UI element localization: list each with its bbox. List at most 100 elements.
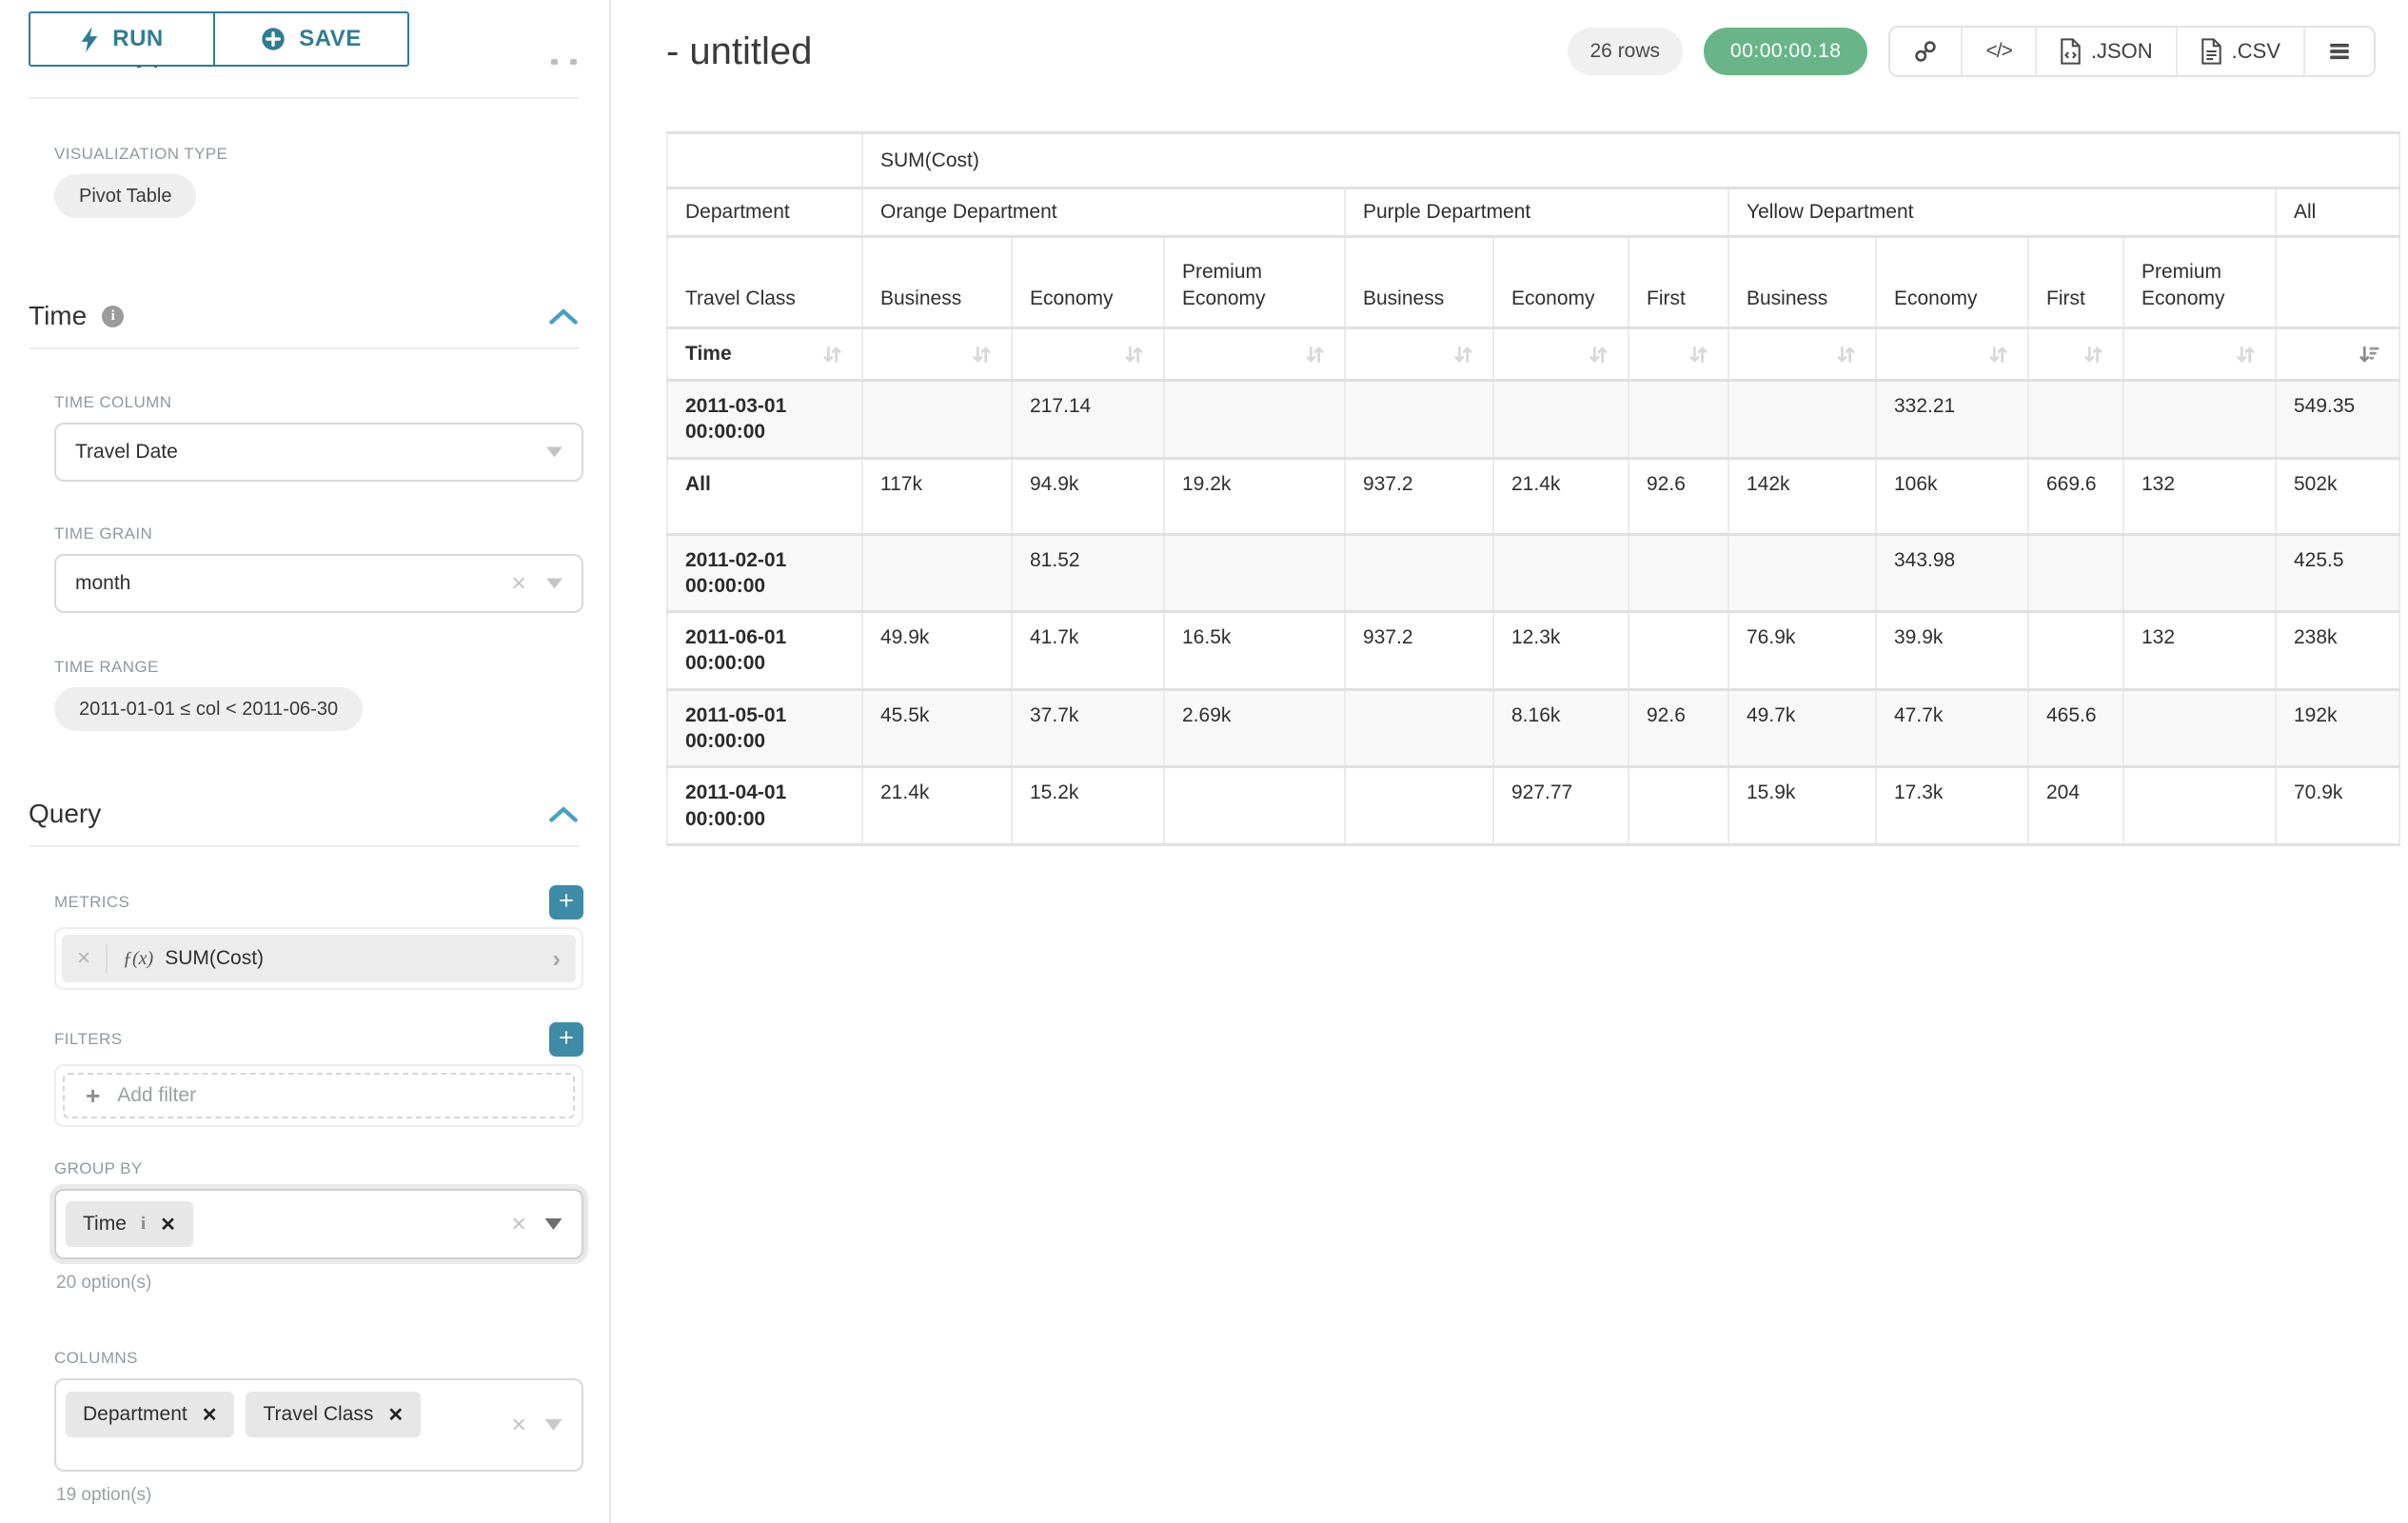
columns-chip-travel-class[interactable]: Travel Class ✕ xyxy=(246,1392,421,1437)
column-sort-cell[interactable] xyxy=(2276,328,2399,381)
info-icon[interactable]: i xyxy=(141,1214,146,1235)
time-grain-label: TIME GRAIN xyxy=(54,524,583,544)
filters-field: FILTERS + + Add filter xyxy=(54,1022,583,1127)
column-sort-cell[interactable] xyxy=(1345,328,1493,381)
chart-type-collapse-icon[interactable] xyxy=(551,59,577,65)
section-divider xyxy=(29,845,579,847)
pivot-value-cell xyxy=(862,534,1012,612)
column-sort-cell[interactable] xyxy=(1728,328,1876,381)
code-icon: </> xyxy=(1985,40,2011,63)
clear-icon[interactable]: × xyxy=(511,1212,526,1237)
pivot-value-cell: 21.4k xyxy=(862,767,1012,845)
group-by-chip-time[interactable]: Time i ✕ xyxy=(66,1201,193,1247)
pivot-group-header: All xyxy=(2276,188,2399,237)
group-by-helper: 20 option(s) xyxy=(56,1273,583,1294)
column-sort-cell[interactable] xyxy=(2028,328,2123,381)
more-options-button[interactable] xyxy=(2303,28,2374,75)
pivot-row-label: 2011-03-01 00:00:00 xyxy=(667,381,862,459)
visualization-type-field: VISUALIZATION TYPE Pivot Table xyxy=(54,145,583,218)
column-sort-cell[interactable] xyxy=(2123,328,2276,381)
column-sort-cell[interactable] xyxy=(1628,328,1728,381)
superset-explore-view: Chart Type RUN SAVE VISUALIZATION TY xyxy=(0,0,2408,1523)
hamburger-menu-icon xyxy=(2328,42,2351,61)
pivot-value-cell xyxy=(2028,612,2123,690)
export-csv-button[interactable]: .CSV xyxy=(2176,28,2303,75)
plus-icon: + xyxy=(86,1083,100,1108)
sort-icon xyxy=(1122,343,1146,365)
sort-icon xyxy=(1986,343,2010,365)
chart-title[interactable]: - untitled xyxy=(666,30,812,73)
pivot-value-cell: 549.35 xyxy=(2276,381,2399,459)
column-sort-cell[interactable] xyxy=(1876,328,2028,381)
pivot-value-cell: 132 xyxy=(2123,612,2276,690)
embed-code-button[interactable]: </> xyxy=(1961,28,2034,75)
remove-chip-icon[interactable]: ✕ xyxy=(387,1403,404,1427)
columns-select[interactable]: Department ✕ Travel Class ✕ × xyxy=(54,1378,583,1472)
pivot-group-header: Orange Department xyxy=(862,188,1345,237)
remove-chip-icon[interactable]: ✕ xyxy=(160,1213,176,1236)
remove-chip-icon[interactable]: ✕ xyxy=(202,1403,218,1427)
export-button-group: </> .JSON xyxy=(1888,26,2376,77)
pivot-group-header: Yellow Department xyxy=(1728,188,2276,237)
column-sort-cell[interactable] xyxy=(1493,328,1628,381)
metric-chip[interactable]: × ƒ(x) SUM(Cost) › xyxy=(62,935,576,982)
columns-chip-department[interactable]: Department ✕ xyxy=(66,1392,234,1437)
columns-field: COLUMNS Department ✕ Travel Class ✕ × 19… xyxy=(54,1349,583,1506)
column-sort-cell[interactable] xyxy=(1012,328,1164,381)
pivot-value-cell: 92.6 xyxy=(1628,458,1728,534)
sort-icon xyxy=(820,343,844,366)
pivot-value-cell xyxy=(1628,534,1728,612)
query-timer-badge: 00:00:00.18 xyxy=(1704,28,1867,75)
clear-icon[interactable]: × xyxy=(511,571,526,597)
chevron-down-icon xyxy=(546,447,563,458)
column-sort-cell[interactable] xyxy=(862,328,1012,381)
pivot-value-cell xyxy=(1628,612,1728,690)
group-by-chip-label: Time xyxy=(83,1213,127,1236)
chevron-up-icon[interactable] xyxy=(548,307,579,326)
group-by-select[interactable]: Time i ✕ × xyxy=(54,1189,583,1259)
sort-icon xyxy=(1834,343,1858,365)
pivot-subcolumn-header: Business xyxy=(862,237,1012,328)
add-metric-button[interactable]: + xyxy=(549,885,583,920)
add-filter-dropzone[interactable]: + Add filter xyxy=(63,1073,575,1118)
pivot-value-cell xyxy=(1728,381,1876,459)
pivot-subcolumn-header: Premium Economy xyxy=(1164,237,1345,328)
pivot-value-cell xyxy=(1345,534,1493,612)
chevron-up-icon[interactable] xyxy=(548,805,579,823)
control-panel: Chart Type RUN SAVE VISUALIZATION TY xyxy=(0,0,611,1523)
time-grain-value: month xyxy=(75,572,130,595)
pivot-data-row: 2011-02-01 00:00:0081.52343.98425.5 xyxy=(667,534,2399,612)
pivot-subcolumn-header: First xyxy=(1628,237,1728,328)
remove-metric-icon[interactable]: × xyxy=(62,947,106,970)
chevron-right-icon[interactable]: › xyxy=(552,944,561,974)
add-filter-button[interactable]: + xyxy=(549,1022,583,1057)
time-column-select[interactable]: Travel Date xyxy=(54,423,583,482)
group-by-field: GROUP BY Time i ✕ × 20 option(s) xyxy=(54,1159,583,1294)
pivot-value-cell: 117k xyxy=(862,458,1012,534)
save-button[interactable]: SAVE xyxy=(213,11,409,67)
time-range-pill[interactable]: 2011-01-01 ≤ col < 2011-06-30 xyxy=(54,687,363,731)
pivot-value-cell: 132 xyxy=(2123,458,2276,534)
viz-type-pill[interactable]: Pivot Table xyxy=(54,174,196,218)
pivot-value-cell: 47.7k xyxy=(1876,689,2028,767)
pivot-value-cell: 15.9k xyxy=(1728,767,1876,845)
columns-label: COLUMNS xyxy=(54,1349,583,1368)
clear-icon[interactable]: × xyxy=(511,1413,526,1438)
sort-icon xyxy=(2082,343,2105,365)
share-link-button[interactable] xyxy=(1890,28,1961,75)
pivot-value-cell: 332.21 xyxy=(1876,381,2028,459)
pivot-time-sort-cell[interactable]: Time xyxy=(667,328,862,381)
column-sort-cell[interactable] xyxy=(1164,328,1345,381)
export-json-button[interactable]: .JSON xyxy=(2035,28,2176,75)
pivot-row-label: 2011-06-01 00:00:00 xyxy=(667,612,862,690)
json-file-icon xyxy=(2060,38,2082,65)
time-column-label: TIME COLUMN xyxy=(54,393,583,412)
chart-header: - untitled 26 rows 00:00:00.18 </> xyxy=(666,25,2408,78)
run-button[interactable]: RUN xyxy=(29,11,215,67)
pivot-value-cell: 502k xyxy=(2276,458,2399,534)
time-grain-select[interactable]: month × xyxy=(54,554,583,613)
sort-icon xyxy=(1687,343,1710,365)
pivot-data-row: 2011-05-01 00:00:0045.5k37.7k2.69k8.16k9… xyxy=(667,689,2399,767)
pivot-value-cell: 927.77 xyxy=(1493,767,1628,845)
lightning-icon xyxy=(80,27,99,52)
